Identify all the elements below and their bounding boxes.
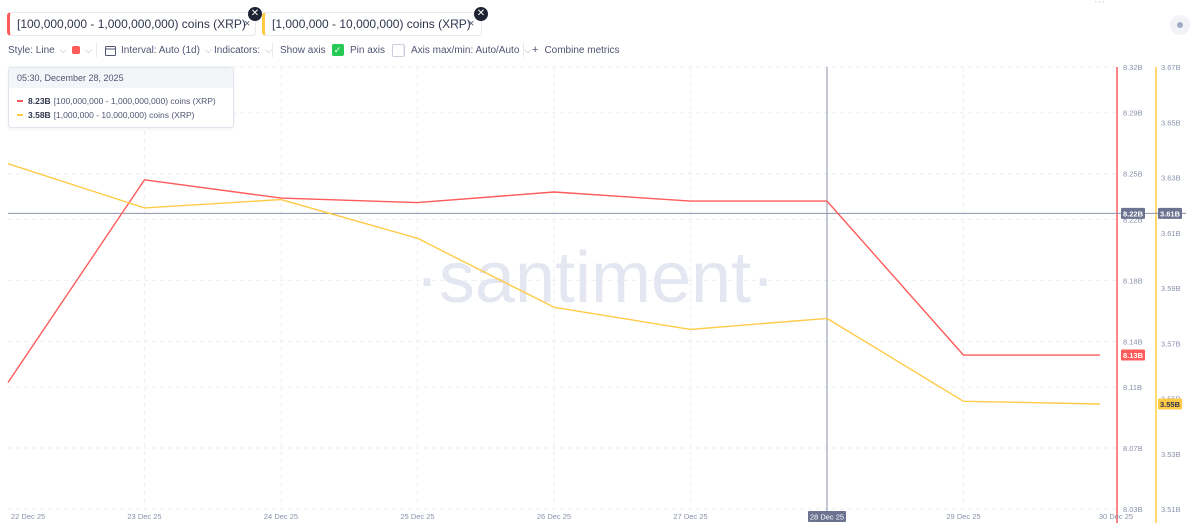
close-icon[interactable]: × xyxy=(244,18,251,30)
series xyxy=(7,163,1101,405)
interval-label: Interval: Auto (1d) xyxy=(121,44,200,56)
tooltip-label: [1,000,000 - 10,000,000) coins (XRP) xyxy=(53,110,195,120)
left-axis-tick-label: 8.29B xyxy=(1123,109,1143,118)
right-axis-tick-label: 3.51B xyxy=(1161,505,1181,514)
crosshair-date-label: 28 Dec 25 xyxy=(810,513,844,522)
axes xyxy=(8,67,1186,523)
tooltip-date: 05:30, December 28, 2025 xyxy=(9,68,233,88)
x-axis-tick-label: 27 Dec 25 xyxy=(673,512,707,521)
interval-dropdown[interactable]: Interval: Auto (1d) ⌵ xyxy=(105,42,212,58)
santiment-watermark: ·santiment· xyxy=(415,238,775,318)
crosshair-left-value-label-box xyxy=(1121,207,1145,219)
crosshair-right-value-label-box xyxy=(1158,207,1182,219)
left-axis-tick-label: 8.25B xyxy=(1123,170,1143,179)
right-axis-tick-label: 3.65B xyxy=(1161,118,1181,127)
calendar-icon xyxy=(105,45,116,56)
left-axis-tick-label: 8.11B xyxy=(1123,383,1142,392)
axis-labels: 8.32B 8.29B 8.25B 8.22B 8.18B 8.14B 8.11B 8.07B… xyxy=(11,63,1182,522)
more-horizontal-icon[interactable]: ··· xyxy=(1094,0,1105,8)
divider xyxy=(403,43,404,57)
combine-metrics-label: Combine metrics xyxy=(544,44,620,56)
indicators-label: Indicators: xyxy=(214,44,261,56)
pin-axis-label: Pin axis xyxy=(350,44,386,56)
tooltip-row-large-holders: 8.23B [100,000,000 - 1,000,000,000) coin… xyxy=(17,96,216,106)
left-axis-tick-label: 8.32B xyxy=(1123,63,1143,72)
last-value-left-label: 8.13B xyxy=(1123,351,1144,360)
indicators-dropdown[interactable]: Indicators: ⌵ xyxy=(214,42,272,58)
x-axis-tick-label: 30 Dec 25 xyxy=(1099,512,1133,521)
right-axis-tick-label: 3.53B xyxy=(1161,450,1181,459)
plus-icon: + xyxy=(532,44,539,56)
divider xyxy=(96,43,97,57)
show-axis-label: Show axis xyxy=(280,44,326,56)
combine-metrics-button[interactable]: + Combine metrics xyxy=(532,42,619,58)
remove-metric-badge-icon[interactable]: ✕ xyxy=(474,7,488,21)
record-button[interactable] xyxy=(1170,15,1190,35)
metric-tab-label: [100,000,000 - 1,000,000,000) coins (XRP… xyxy=(17,17,246,31)
left-axis-tick-label: 8.07B xyxy=(1123,444,1143,453)
close-icon[interactable]: × xyxy=(468,18,475,30)
left-axis-tick-label: 8.18B xyxy=(1123,276,1143,285)
right-axis-tick-label: 3.61B xyxy=(1161,229,1181,238)
chevron-down-icon: ⌵ xyxy=(204,44,212,55)
tooltip-value: 3.58B xyxy=(28,110,51,120)
chevron-down-icon: ⌵ xyxy=(85,44,92,55)
divider xyxy=(523,43,524,57)
show-axis-toggle[interactable]: Show axis ✓ xyxy=(280,42,344,58)
last-value-right-label: 3.55B xyxy=(1160,400,1181,409)
metric-tab-label: [1,000,000 - 10,000,000) coins (XRP) xyxy=(272,17,471,31)
chevron-down-icon: ⌵ xyxy=(524,44,532,55)
tooltip-row-small-holders: 3.58B [1,000,000 - 10,000,000) coins (XR… xyxy=(17,110,195,120)
chevron-down-icon: ⌵ xyxy=(265,44,272,55)
pin-axis-toggle[interactable]: Pin axis xyxy=(350,42,406,58)
pin-axis-checkbox[interactable] xyxy=(392,43,406,57)
right-axis-tick-label: 3.59B xyxy=(1161,284,1181,293)
more-vertical-icon[interactable]: ⋮ xyxy=(451,16,464,31)
metric-tab-large-holders[interactable]: [100,000,000 - 1,000,000,000) coins (XRP… xyxy=(7,12,256,36)
series-color-marker xyxy=(17,100,23,102)
right-axis-tick-label: 3.63B xyxy=(1161,174,1181,183)
last-value-left-label-box xyxy=(1121,349,1145,361)
color-picker[interactable]: ⌵ xyxy=(72,42,92,58)
series-color-marker xyxy=(17,114,23,116)
x-axis-tick-label: 26 Dec 25 xyxy=(537,512,571,521)
remove-metric-badge-icon[interactable]: ✕ xyxy=(248,7,262,21)
crosshair-tooltip: 05:30, December 28, 2025 8.23B [100,000,… xyxy=(8,67,234,128)
x-axis-tick-label: 25 Dec 25 xyxy=(400,512,434,521)
chevron-down-icon: ⌵ xyxy=(59,44,67,55)
color-swatch xyxy=(72,46,80,54)
last-value-right-label-box xyxy=(1158,398,1182,410)
metric-tab-small-holders[interactable]: [1,000,000 - 10,000,000) coins (XRP) ⋮ × xyxy=(262,12,482,36)
more-vertical-icon[interactable]: ⋮ xyxy=(226,16,239,31)
style-label: Style: Line xyxy=(8,44,55,56)
axis-maxmin-label: Axis max/min: Auto/Auto xyxy=(411,44,520,56)
crosshair-date-label-box xyxy=(808,511,846,522)
left-axis-tick-label: 8.14B xyxy=(1123,337,1143,346)
right-axis-tick-label: 3.67B xyxy=(1161,63,1181,72)
tooltip-label: [100,000,000 - 1,000,000,000) coins (XRP… xyxy=(53,96,216,106)
crosshair-right-value-label: 3.61B xyxy=(1160,209,1181,218)
x-axis-tick-label: 29 Dec 25 xyxy=(946,512,980,521)
x-axis-tick-label: 23 Dec 25 xyxy=(127,512,161,521)
x-axis-tick-label: 22 Dec 25 xyxy=(11,512,45,521)
axis-maxmin-dropdown[interactable]: Axis max/min: Auto/Auto ⌵ xyxy=(411,42,531,58)
style-dropdown[interactable]: Style: Line ⌵ xyxy=(8,42,67,58)
left-axis-tick-label: 8.22B xyxy=(1123,215,1143,224)
show-axis-checkbox[interactable]: ✓ xyxy=(331,44,344,56)
right-axis-tick-label: 3.57B xyxy=(1161,339,1181,348)
x-axis-tick-label: 24 Dec 25 xyxy=(264,512,298,521)
crosshair-left-value-label: 8.22B xyxy=(1123,209,1144,218)
left-axis-tick-label: 8.03B xyxy=(1123,505,1143,514)
tooltip-value: 8.23B xyxy=(28,96,51,106)
record-dot-icon xyxy=(1177,22,1183,28)
divider xyxy=(272,43,273,57)
